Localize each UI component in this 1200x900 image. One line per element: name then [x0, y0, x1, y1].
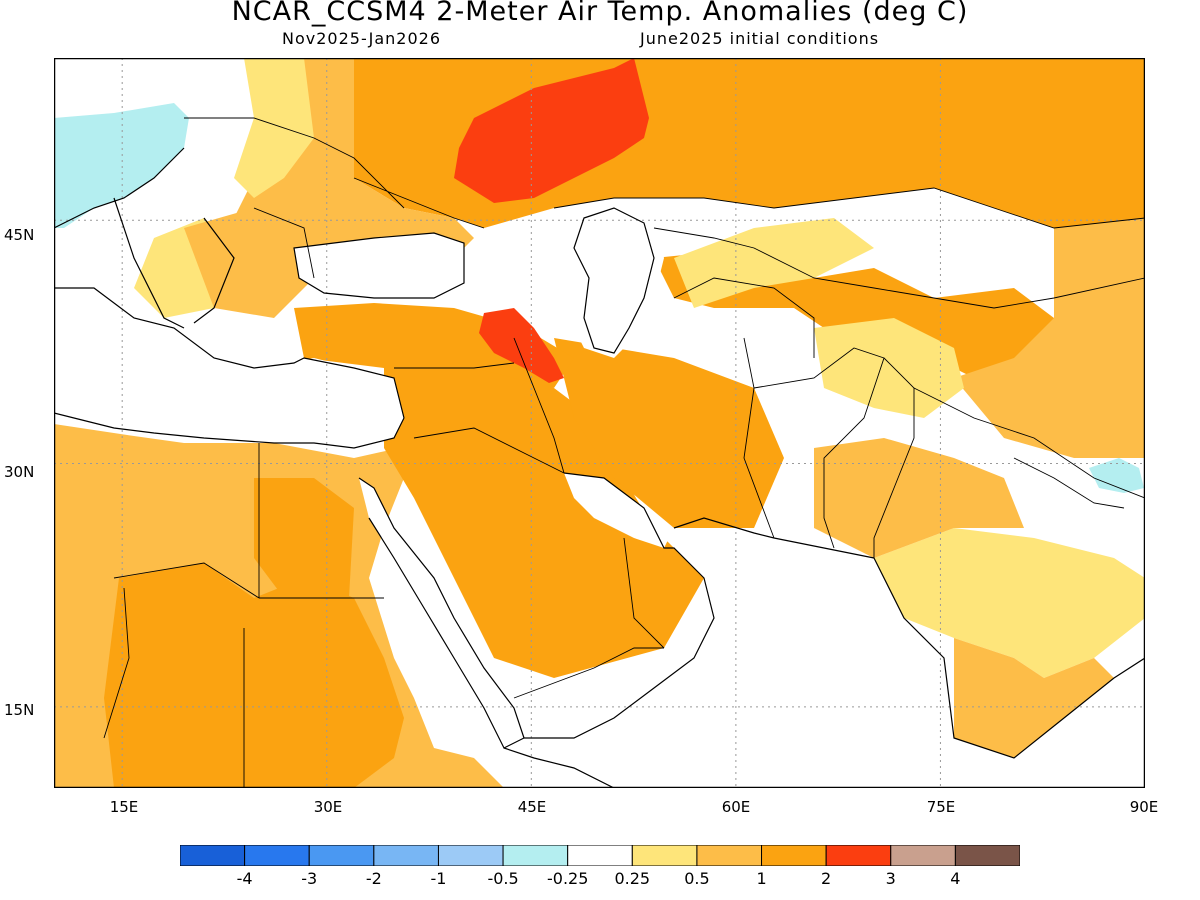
anomaly-map	[54, 58, 1145, 788]
colorbar-swatch	[373, 845, 439, 866]
anomaly-region-caucasus-hot	[479, 308, 564, 383]
border-pakistan-india	[873, 357, 915, 558]
border-turkey-syria	[394, 362, 515, 369]
map-canvas	[54, 58, 1145, 788]
coastline-arabia	[524, 472, 715, 739]
colorbar-swatch	[567, 845, 633, 866]
colorbar-tick-label: -3	[301, 869, 318, 888]
border-saudi-yemen	[513, 647, 664, 699]
colorbar-tick-label: 3	[885, 869, 896, 888]
anomaly-region-india-warm	[814, 438, 1024, 558]
colorbar-tick-label: -4	[236, 869, 253, 888]
anomaly-region-south-india-warm	[954, 638, 1114, 758]
anomaly-region-sudan-warmer	[104, 563, 404, 788]
anomaly-region-central-asia-warm	[954, 218, 1145, 458]
country-borders	[103, 117, 1145, 788]
lon-label-45e: 45E	[517, 798, 547, 816]
border-iran-iraq	[513, 337, 565, 474]
border-libya-chad	[113, 562, 260, 599]
coastline-black-sea	[293, 232, 465, 299]
border-turkmen-uzbek	[673, 277, 815, 358]
colorbar-tick-label: 0.5	[684, 869, 710, 888]
coastline-red-sea	[358, 477, 525, 749]
coastline-caspian	[573, 207, 655, 354]
anomaly-region-central-europe-light-cool	[54, 103, 189, 228]
lon-label-30e: 30E	[313, 798, 343, 816]
border-nepal	[1013, 457, 1125, 509]
colorbar-tick-label: -1	[430, 869, 447, 888]
coastline-india	[873, 557, 1145, 759]
colorbar-swatch	[631, 845, 698, 866]
anomaly-region-alps-light-warm	[234, 58, 314, 198]
anomaly-region-pakistan-light-warm	[814, 318, 964, 418]
lat-label-45n: 45N	[4, 226, 35, 244]
colorbar-swatch	[825, 845, 892, 866]
colorbar-swatch	[244, 845, 310, 866]
colorbar-swatch	[502, 845, 569, 866]
red-sea	[359, 478, 524, 748]
lat-label-30n: 30N	[4, 463, 35, 481]
border-oman	[623, 537, 665, 649]
anomaly-region-iran-warmer	[554, 338, 784, 528]
colorbar-tick-label: -2	[365, 869, 382, 888]
border-iran-afghan	[743, 337, 775, 539]
border-europe-east	[184, 117, 485, 279]
colorbar-swatch	[180, 845, 246, 866]
colorbar-swatch	[437, 845, 504, 866]
anomaly-fields	[54, 58, 1145, 788]
coastlines	[54, 147, 1145, 788]
map-title: NCAR_CCSM4 2-Meter Air Temp. Anomalies (…	[231, 0, 969, 27]
border-china-india	[913, 387, 1145, 499]
colorbar-tick-label: -0.25	[546, 869, 589, 888]
anomaly-region-egypt-warmer	[254, 478, 354, 598]
anomaly-region-volga-hot	[454, 58, 649, 203]
border-kazakh-north	[553, 187, 1145, 229]
lon-label-75e: 75E	[926, 798, 956, 816]
gridlines	[54, 58, 1145, 788]
border-afghan-pakistan	[753, 347, 885, 549]
lat-label-15n: 15N	[4, 701, 35, 719]
colorbar-tick-label: -0.5	[487, 869, 519, 888]
colorbar-swatch	[890, 845, 956, 866]
border-kazakh-south	[653, 227, 1145, 309]
colorbar-swatch	[696, 845, 763, 866]
arabian-sea	[524, 538, 944, 788]
lon-label-90e: 90E	[1129, 798, 1159, 816]
mediterranean-sea	[54, 288, 404, 448]
sea-mask	[54, 288, 1145, 788]
coastline-iran-pakistan	[673, 517, 875, 559]
bay-of-bengal	[954, 658, 1145, 788]
anomaly-region-india-light-warm	[874, 528, 1145, 678]
valid-period-label: Nov2025-Jan2026	[282, 29, 441, 48]
colorbar	[180, 845, 1020, 866]
coastline-europe	[54, 147, 405, 419]
anomaly-region-caspian-near-zero	[559, 203, 664, 358]
coastline-africa-north	[54, 412, 405, 449]
lon-label-60e: 60E	[721, 798, 751, 816]
map-border	[54, 58, 1145, 788]
persian-gulf	[564, 473, 674, 548]
colorbar-swatch	[761, 845, 827, 866]
anomaly-region-tibet-light-cool	[1089, 458, 1144, 493]
border-saudi-iraq	[413, 427, 565, 474]
colorbar-tick-label: 2	[821, 869, 832, 888]
lon-label-15e: 15E	[109, 798, 139, 816]
coastline-horn-of-africa	[503, 747, 615, 788]
border-chad-niger	[103, 587, 130, 739]
colorbar-swatch	[308, 845, 375, 866]
anomaly-region-arabia-warmer	[384, 358, 704, 678]
colorbar-tick-label: 4	[950, 869, 961, 888]
colorbar-swatch	[954, 845, 1020, 866]
initial-conditions-label: June2025 initial conditions	[640, 29, 880, 48]
colorbar-tick-label: 1	[756, 869, 767, 888]
colorbar-tick-label: 0.25	[614, 869, 651, 888]
anomaly-region-black-sea-near-zero	[294, 233, 464, 298]
